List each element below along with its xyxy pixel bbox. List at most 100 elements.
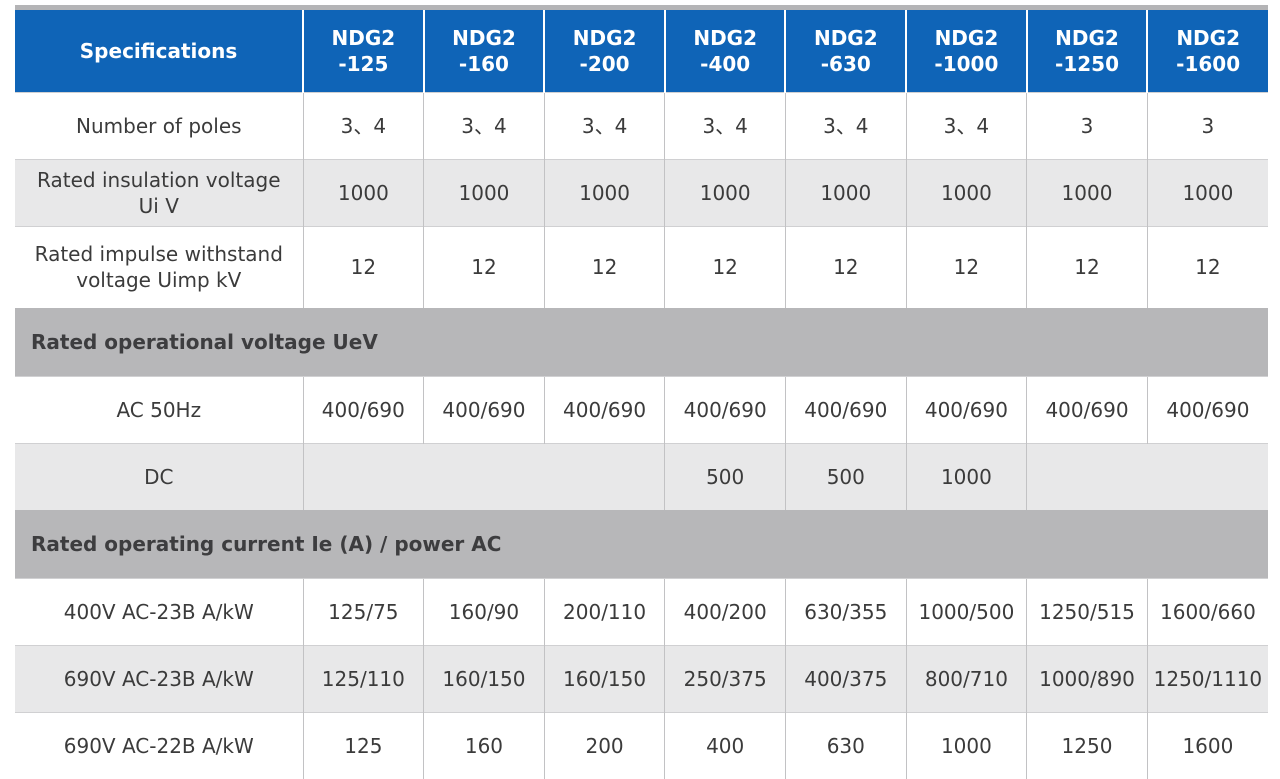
table-header: Specifications NDG2 -125 NDG2 -160 NDG2 -20… [15,10,1268,92]
table-row-number-of-poles: Number of poles 3、4 3、4 3、4 3、4 3、4 3、4 … [15,91,1268,159]
table-cell: 12 [905,225,1027,308]
table-cell: 1000/500 [905,577,1027,645]
table-cell: 12 [302,225,424,308]
model-rating: -1250 [1055,51,1119,76]
table-cell-empty [1026,442,1268,510]
table-cell: 800/710 [905,644,1027,712]
table-cell: 200 [543,711,665,779]
row-label-line1: Rated insulation voltage [37,167,281,192]
row-label: 400V AC-23B A/kW [15,577,304,645]
table-cell: 400/690 [302,375,424,443]
table-cell: 400/690 [543,375,665,443]
table-cell: 12 [1146,225,1268,308]
header-model-1250: NDG2 -1250 [1025,10,1148,92]
section-title: Rated operational voltage UeV [15,308,1268,376]
table-cell: 1000 [1146,158,1268,226]
table-cell: 400/200 [664,577,786,645]
table-cell: 160/90 [423,577,545,645]
table-cell: 1600/660 [1146,577,1268,645]
table-cell: 400 [664,711,786,779]
table-row-ac-50hz: AC 50Hz 400/690 400/690 400/690 400/690 … [15,375,1268,443]
section-header-operating-current: Rated operating current Ie (A) / power A… [15,510,1268,578]
row-label-line2: Ui V [138,193,179,218]
table-cell: 200/110 [543,577,665,645]
table-cell: 1000 [302,158,424,226]
model-series: NDG2 [934,25,999,50]
header-model-125: NDG2 -125 [302,10,424,92]
section-title: Rated operating current Ie (A) / power A… [15,510,1268,578]
table-cell: 12 [423,225,545,308]
table-cell: 1000 [784,158,907,226]
table-row-690v-ac-22b: 690V AC-22B A/kW 125 160 200 400 630 100… [15,711,1268,779]
table-row-400v-ac-23b: 400V AC-23B A/kW 125/75 160/90 200/110 4… [15,577,1268,645]
header-model-630: NDG2 -630 [784,10,907,92]
table-cell: 1000 [664,158,786,226]
table-cell: 3、4 [543,91,665,159]
row-label: DC [15,442,304,510]
header-specifications: Specifications [15,10,304,92]
table-cell: 3、4 [423,91,545,159]
model-rating: -160 [458,51,509,76]
table-cell: 400/690 [664,375,786,443]
row-label: Number of poles [15,91,304,159]
table-cell: 1000 [905,711,1027,779]
table-cell: 1600 [1146,711,1268,779]
row-label: Rated insulation voltage Ui V [15,158,304,226]
table-cell: 500 [784,442,907,510]
table-cell: 400/690 [1026,375,1148,443]
table-cell: 1250/515 [1026,577,1148,645]
table-cell-empty [302,442,665,510]
header-model-160: NDG2 -160 [422,10,545,92]
table-cell: 160 [423,711,545,779]
table-cell: 1000 [423,158,545,226]
model-series: NDG2 [452,25,516,50]
model-series: NDG2 [693,25,758,50]
table-cell: 1000 [1026,158,1148,226]
model-series: NDG2 [331,25,396,50]
specifications-table: Specifications NDG2 -125 NDG2 -160 NDG2 -20… [15,10,1268,779]
model-rating: -200 [579,51,630,76]
model-series: NDG2 [1055,25,1119,50]
table-row-rated-insulation-voltage: Rated insulation voltage Ui V 1000 1000 1… [15,158,1268,226]
table-cell: 12 [1026,225,1148,308]
row-label: 690V AC-23B A/kW [15,644,304,712]
row-label-line2: voltage Uimp kV [76,268,242,293]
model-series: NDG2 [572,25,637,50]
table-cell: 12 [664,225,786,308]
table-cell: 1000 [543,158,665,226]
table-cell: 3 [1146,91,1268,159]
table-cell: 1000 [905,158,1027,226]
table-cell: 160/150 [543,644,665,712]
table-cell: 125/110 [302,644,424,712]
model-series: NDG2 [813,25,878,50]
row-label: 690V AC-22B A/kW [15,711,304,779]
table-cell: 160/150 [423,644,545,712]
model-rating: -400 [700,51,751,76]
model-rating: -125 [338,51,389,76]
header-model-400: NDG2 -400 [663,10,786,92]
row-label-line1: Rated impulse withstand [34,242,283,267]
table-cell: 1000 [905,442,1027,510]
model-rating: -1000 [934,51,999,76]
table-cell: 3、4 [664,91,786,159]
table-cell: 400/690 [423,375,545,443]
table-cell: 1250/1110 [1146,644,1268,712]
table-row-rated-impulse-withstand-voltage: Rated impulse withstand voltage Uimp kV 1… [15,225,1268,308]
table-cell: 3、4 [302,91,424,159]
model-rating: -630 [820,51,871,76]
section-header-operational-voltage: Rated operational voltage UeV [15,308,1268,376]
model-rating: -1600 [1176,51,1241,76]
table-cell: 1000/890 [1026,644,1148,712]
table-cell: 125 [302,711,424,779]
table-cell: 3、4 [784,91,907,159]
table-row-dc: DC 500 500 1000 [15,442,1268,510]
row-label: Rated impulse withstand voltage Uimp kV [15,225,304,308]
table-cell: 630/355 [784,577,907,645]
table-cell: 1250 [1026,711,1148,779]
table-cell: 3、4 [905,91,1027,159]
table-cell: 400/690 [905,375,1027,443]
table-cell: 400/690 [784,375,907,443]
header-model-1600: NDG2 -1600 [1146,10,1268,92]
table-cell: 12 [784,225,907,308]
model-series: NDG2 [1176,25,1240,50]
